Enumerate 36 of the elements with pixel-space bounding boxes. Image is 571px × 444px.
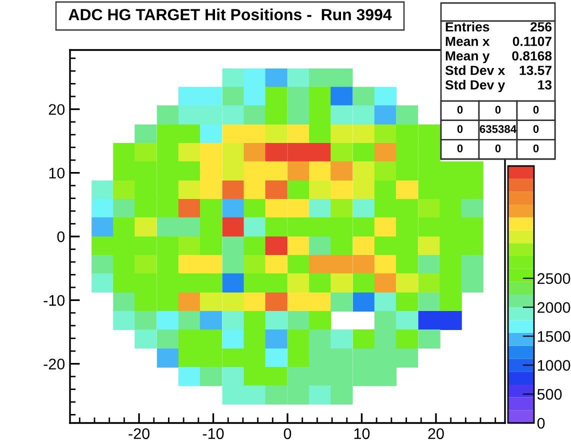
text: Mean x bbox=[446, 36, 490, 46]
x-tick-label: 10 bbox=[354, 428, 370, 440]
text: Entries bbox=[446, 22, 490, 32]
color-bar-label: 2500 bbox=[538, 273, 570, 284]
x-tick-label: 0 bbox=[284, 428, 292, 440]
annotation: Mean y bbox=[446, 51, 490, 64]
y-tick-label: 0 bbox=[57, 231, 65, 242]
text: 0 bbox=[533, 106, 539, 114]
y-tick-label: 20 bbox=[48, 104, 65, 115]
color-bar-label: 500 bbox=[537, 388, 562, 400]
chart-title: ADC HG TARGET Hit Positions - Run 3994 bbox=[68, 8, 392, 20]
color-bar-label: 0 bbox=[537, 418, 545, 429]
text: 13.57 bbox=[520, 66, 552, 76]
text: 13 bbox=[538, 80, 552, 90]
annotation: 0 bbox=[495, 144, 501, 152]
y-tick-label: -20 bbox=[44, 358, 65, 370]
annotation: 0 bbox=[457, 125, 463, 133]
text: 0.8168 bbox=[512, 51, 552, 61]
color-bar-label: 1500 bbox=[538, 331, 570, 342]
color-bar-label: 2000 bbox=[538, 302, 570, 313]
annotation: 635384 bbox=[480, 125, 516, 133]
text: 256 bbox=[530, 22, 552, 32]
text: 0 bbox=[533, 125, 539, 133]
text: 0.1107 bbox=[512, 36, 552, 46]
y-tick-label: 10 bbox=[49, 168, 65, 179]
annotation: Std Dev y bbox=[445, 80, 506, 92]
y-tick-label: -10 bbox=[44, 295, 65, 306]
annotation: Std Dev x bbox=[445, 65, 506, 76]
annotation: 0 bbox=[457, 144, 463, 152]
x-tick-label: -10 bbox=[202, 428, 224, 440]
color-bar-label: 1000 bbox=[538, 360, 570, 371]
annotation: 0 bbox=[457, 106, 463, 114]
x-tick-label: -20 bbox=[128, 428, 150, 440]
text: 0 bbox=[533, 144, 539, 152]
annotation: 0 bbox=[495, 106, 501, 114]
x-tick-label: 20 bbox=[428, 428, 444, 440]
